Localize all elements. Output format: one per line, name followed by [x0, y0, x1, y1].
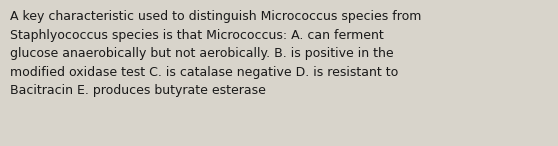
Text: A key characteristic used to distinguish Micrococcus species from
Staphlyococcus: A key characteristic used to distinguish… [10, 10, 421, 97]
